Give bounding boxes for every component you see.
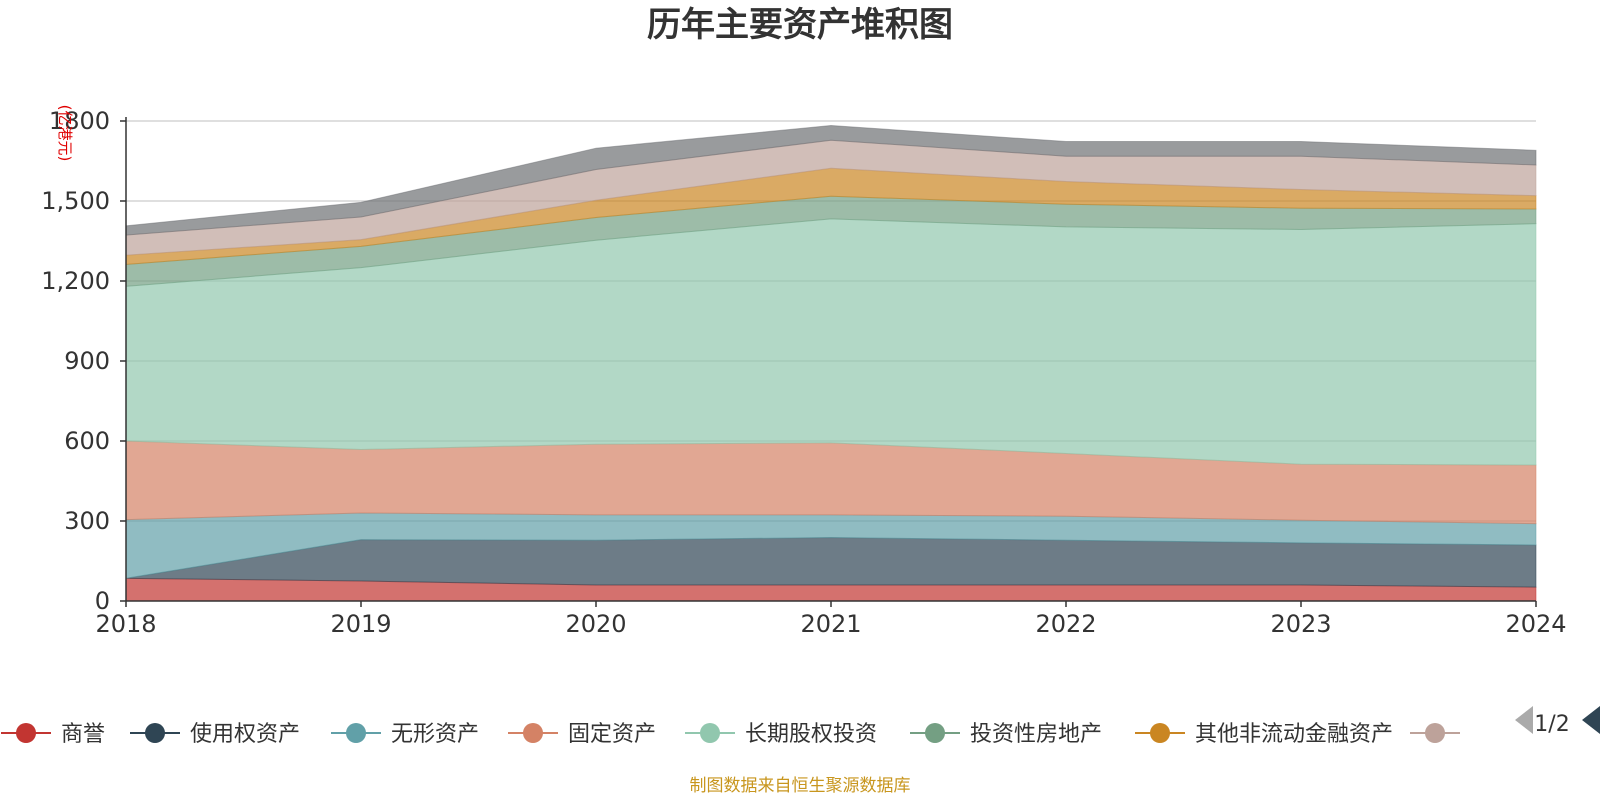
legend-circle-icon bbox=[925, 723, 945, 743]
legend-circle-icon bbox=[700, 723, 720, 743]
legend-pager: 1/2 bbox=[1515, 706, 1600, 737]
legend-item[interactable]: 商誉 bbox=[1, 722, 105, 747]
legend-label: 投资性房地产 bbox=[970, 722, 1102, 747]
legend-item[interactable]: 固定资产 bbox=[508, 722, 656, 747]
triangle-left-icon[interactable] bbox=[1515, 706, 1533, 734]
legend-label: 商誉 bbox=[61, 722, 105, 747]
legend-circle-icon bbox=[1425, 723, 1445, 743]
y-tick-label: 1,200 bbox=[41, 267, 110, 295]
x-tick-label: 2021 bbox=[800, 610, 861, 638]
legend-circle-icon bbox=[523, 723, 543, 743]
y-tick-label: 900 bbox=[64, 347, 110, 375]
legend-label: 使用权资产 bbox=[190, 722, 300, 747]
legend: 商誉 使用权资产 无形资产 固定资产 长期股权投资 投资性房地产 其他非流动金融资产 bbox=[1, 722, 1460, 747]
x-tick-label: 2018 bbox=[95, 610, 156, 638]
y-tick-label: 1,500 bbox=[41, 187, 110, 215]
x-tick-label: 2020 bbox=[565, 610, 626, 638]
legend-item[interactable]: 使用权资产 bbox=[130, 722, 300, 747]
x-tick-label: 2022 bbox=[1035, 610, 1096, 638]
axes: 0 300 600 900 1,200 1,500 1800 2018 2019 2020 2021… bbox=[41, 107, 1566, 638]
legend-item[interactable]: 其他非流动金融资产 bbox=[1135, 722, 1393, 747]
y-tick-label: 300 bbox=[64, 507, 110, 535]
triangle-right-icon[interactable] bbox=[1582, 706, 1600, 734]
series-areas bbox=[125, 125, 1537, 602]
x-tick-label: 2023 bbox=[1270, 610, 1331, 638]
y-axis-label: (亿港元) bbox=[56, 105, 74, 162]
legend-label: 固定资产 bbox=[568, 722, 656, 747]
area-series-8 bbox=[125, 125, 1537, 236]
x-tick-label: 2024 bbox=[1505, 610, 1566, 638]
legend-circle-icon bbox=[16, 723, 36, 743]
y-tick-label: 0 bbox=[95, 587, 110, 615]
legend-circle-icon bbox=[145, 723, 165, 743]
legend-item[interactable] bbox=[1410, 723, 1460, 743]
legend-circle-icon bbox=[1150, 723, 1170, 743]
legend-item[interactable]: 长期股权投资 bbox=[685, 722, 877, 747]
legend-page-indicator: 1/2 bbox=[1534, 712, 1569, 737]
legend-item[interactable]: 无形资产 bbox=[331, 722, 479, 747]
area-series-1 bbox=[125, 537, 1537, 588]
legend-label: 长期股权投资 bbox=[745, 722, 877, 747]
legend-label: 无形资产 bbox=[391, 722, 479, 747]
y-tick-label: 600 bbox=[64, 427, 110, 455]
legend-circle-icon bbox=[346, 723, 366, 743]
source-note: 制图数据来自恒生聚源数据库 bbox=[690, 776, 911, 796]
y-tick-label: 1800 bbox=[49, 107, 110, 135]
x-tick-label: 2019 bbox=[330, 610, 391, 638]
legend-item[interactable]: 投资性房地产 bbox=[910, 722, 1102, 747]
legend-label: 其他非流动金融资产 bbox=[1195, 722, 1393, 747]
chart-title: 历年主要资产堆积图 bbox=[647, 5, 953, 45]
